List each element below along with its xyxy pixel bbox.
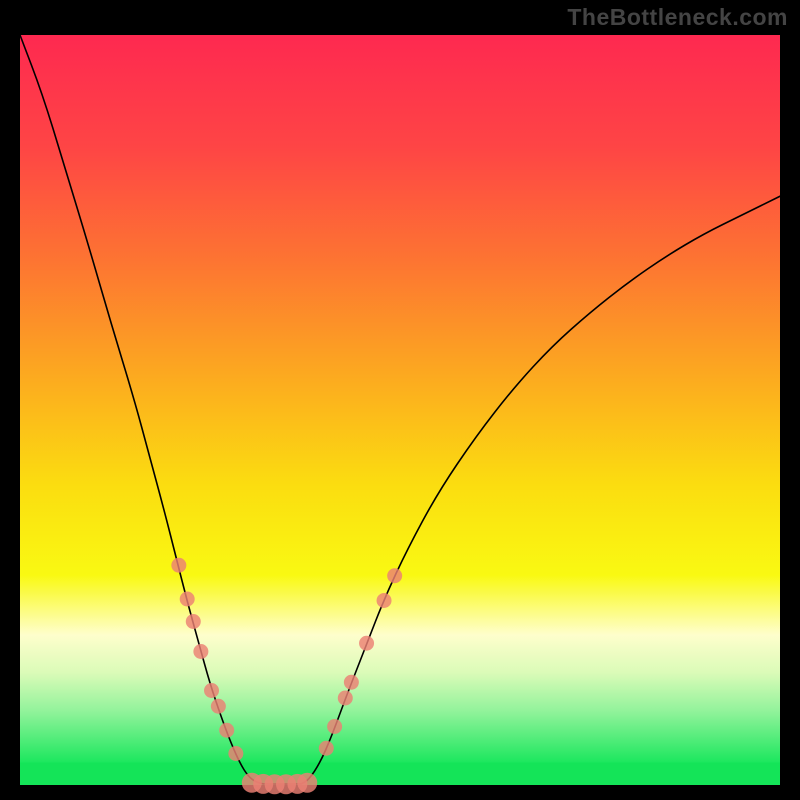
data-marker [297,773,317,793]
data-marker [319,741,334,756]
data-marker [387,568,402,583]
chart-viewport: TheBottleneck.com [0,0,800,800]
data-marker [180,592,195,607]
plot-background [20,35,780,785]
chart-svg [0,0,800,800]
watermark-text: TheBottleneck.com [567,4,788,31]
data-marker [171,558,186,573]
data-marker [377,593,392,608]
data-marker [344,675,359,690]
data-marker [219,723,234,738]
data-marker [211,699,226,714]
data-marker [204,683,219,698]
data-marker [193,644,208,659]
green-band [20,763,780,786]
data-marker [338,691,353,706]
data-marker [228,746,243,761]
data-marker [327,719,342,734]
data-marker [186,614,201,629]
data-marker [359,636,374,651]
